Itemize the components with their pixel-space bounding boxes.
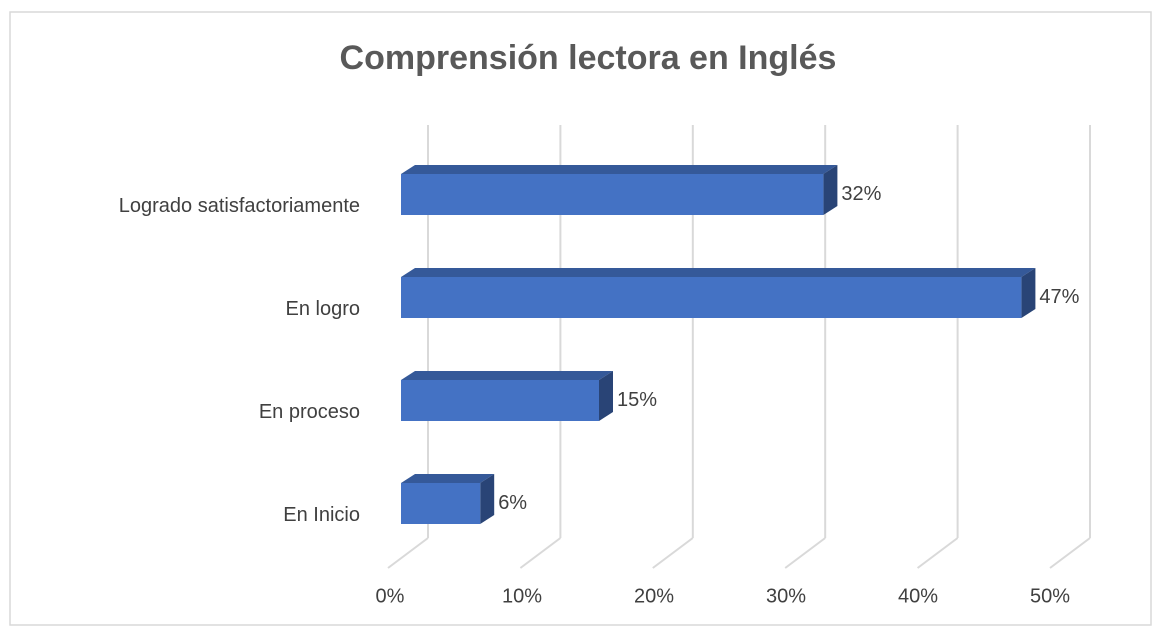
chart-title: Comprensión lectora en Inglés [340,39,837,77]
value-label: 15% [617,389,657,411]
bar-side [480,474,495,524]
floor-line [387,537,429,569]
bar [401,174,824,215]
x-tick-label: 10% [502,585,542,607]
chart-border [9,11,1152,626]
value-label: 32% [841,183,881,205]
bar-top [401,268,1036,277]
floor-line [916,537,959,569]
bar-side [823,165,838,215]
bar-top [401,371,613,380]
value-label: 47% [1039,286,1079,308]
floor-line [1049,537,1091,569]
y-tick-label: Logrado satisfactoriamente [119,195,360,217]
bar-side [599,371,613,421]
value-label: 6% [498,492,527,514]
bar-top [401,165,838,174]
x-tick-label: 50% [1030,585,1070,607]
floor-line [519,537,562,569]
x-tick-label: 40% [898,585,938,607]
y-tick-label: En Inicio [283,504,360,526]
y-tick-label: En proceso [259,401,360,423]
bar [401,277,1022,318]
bar-side [1021,268,1036,318]
x-tick-label: 30% [766,585,806,607]
bar-top [401,474,495,483]
bar [401,380,599,421]
x-tick-label: 20% [634,585,674,607]
floor-line [784,537,826,569]
y-tick-label: En logro [286,298,361,320]
bar [401,483,481,524]
floor-line [652,537,694,569]
x-tick-label: 0% [376,585,405,607]
